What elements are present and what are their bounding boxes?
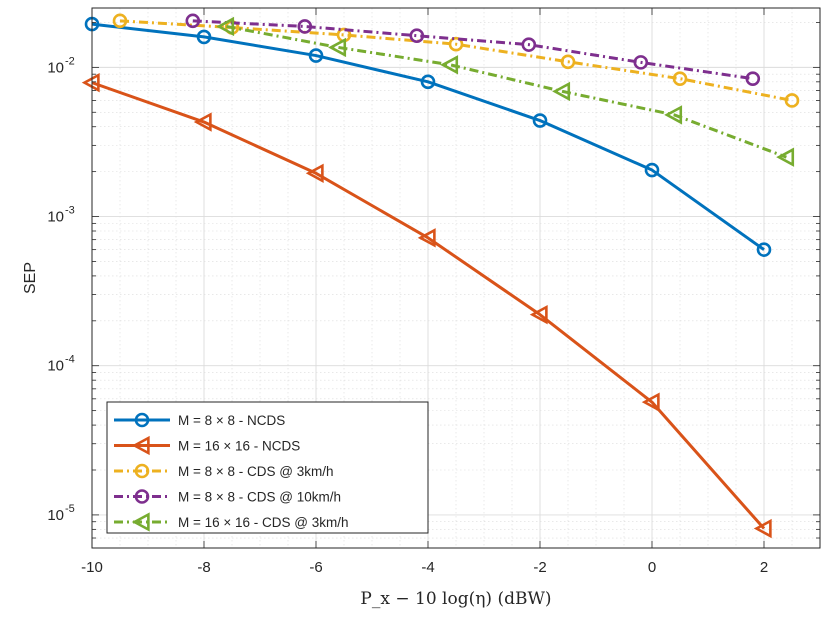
data-point [532, 113, 548, 128]
x-tick-label: -10 [81, 559, 103, 576]
data-point [644, 162, 660, 178]
data-point [552, 81, 571, 102]
x-tick-labels: -10 -8 -6 -4 -2 0 2 [81, 559, 768, 576]
x-tick-label: -6 [309, 559, 322, 576]
data-point [328, 37, 347, 58]
y-tick-label-exponent: -5 [65, 503, 75, 515]
x-tick-label: -4 [421, 559, 434, 576]
legend-entry: M = 16 × 16 - CDS @ 3km/h [114, 512, 349, 532]
y-tick-label: 10 [47, 59, 64, 76]
data-point [756, 242, 772, 257]
legend-marker [131, 512, 150, 532]
x-tick-label: -2 [533, 559, 546, 576]
data-point [664, 105, 683, 125]
data-point [448, 36, 464, 52]
data-point [185, 13, 201, 29]
legend-label: M = 16 × 16 - NCDS [178, 439, 300, 454]
data-point [81, 72, 100, 93]
legend-entry: M = 8 × 8 - CDS @ 10km/h [114, 489, 341, 505]
data-point [745, 71, 761, 86]
series-5 [216, 16, 795, 167]
series-2 [81, 72, 772, 539]
series-line [119, 19, 793, 102]
data-point [420, 74, 436, 90]
data-point [193, 112, 212, 132]
legend-label: M = 8 × 8 - CDS @ 10km/h [178, 490, 341, 505]
x-tick-label: 2 [760, 559, 768, 576]
y-tick-label: 10 [47, 358, 64, 375]
data-point [776, 147, 795, 167]
y-tick-label: 10 [47, 209, 64, 226]
x-tick-label: -8 [197, 559, 210, 576]
data-point [417, 228, 436, 248]
data-point [308, 48, 324, 63]
data-point [560, 54, 576, 70]
series-layer [81, 13, 800, 539]
data-point [753, 518, 772, 539]
y-axis-label: SEP [22, 262, 39, 294]
legend-box [106, 401, 429, 534]
series-1 [84, 16, 772, 257]
y-tick-label: 10 [47, 507, 64, 524]
data-point [633, 55, 649, 70]
data-point [521, 37, 537, 52]
series-4 [185, 13, 761, 86]
data-point [196, 29, 212, 45]
legend-label: M = 16 × 16 - CDS @ 3km/h [178, 515, 349, 530]
x-tick-label: 0 [648, 559, 656, 576]
legend-label: M = 8 × 8 - NCDS [178, 413, 285, 428]
data-point [784, 93, 800, 108]
x-axis-label: P_x − 10 log(η) (dBW) [360, 589, 551, 609]
legend-entry: M = 8 × 8 - NCDS [114, 412, 285, 428]
y-tick-label-exponent: -3 [65, 205, 75, 217]
data-point [672, 71, 688, 86]
legend-marker [134, 412, 150, 428]
legend: M = 8 × 8 - NCDS M = 16 × 16 - NCDS M = 8 … [106, 401, 429, 534]
data-point [305, 163, 324, 183]
data-point [529, 304, 548, 325]
plot-frame [91, 7, 821, 549]
legend-marker [131, 435, 150, 456]
ticks-layer [91, 8, 820, 549]
series-line [91, 22, 765, 251]
data-point [440, 55, 459, 75]
y-tick-label-exponent: -4 [65, 354, 75, 366]
data-point [409, 28, 425, 44]
legend-marker [134, 489, 150, 504]
legend-entry: M = 16 × 16 - NCDS [114, 435, 300, 456]
data-point [112, 13, 128, 29]
y-tick-labels: 10-510-410-310-2 [47, 55, 74, 524]
series-line [91, 81, 766, 530]
data-point [297, 19, 313, 34]
legend-marker [134, 463, 150, 479]
series-line [226, 24, 787, 159]
y-tick-label-exponent: -2 [65, 55, 75, 67]
data-point [641, 392, 660, 412]
legend-label: M = 8 × 8 - CDS @ 3km/h [178, 464, 334, 479]
legend-entry: M = 8 × 8 - CDS @ 3km/h [114, 463, 334, 479]
data-point [216, 16, 235, 37]
series-line [192, 19, 754, 81]
